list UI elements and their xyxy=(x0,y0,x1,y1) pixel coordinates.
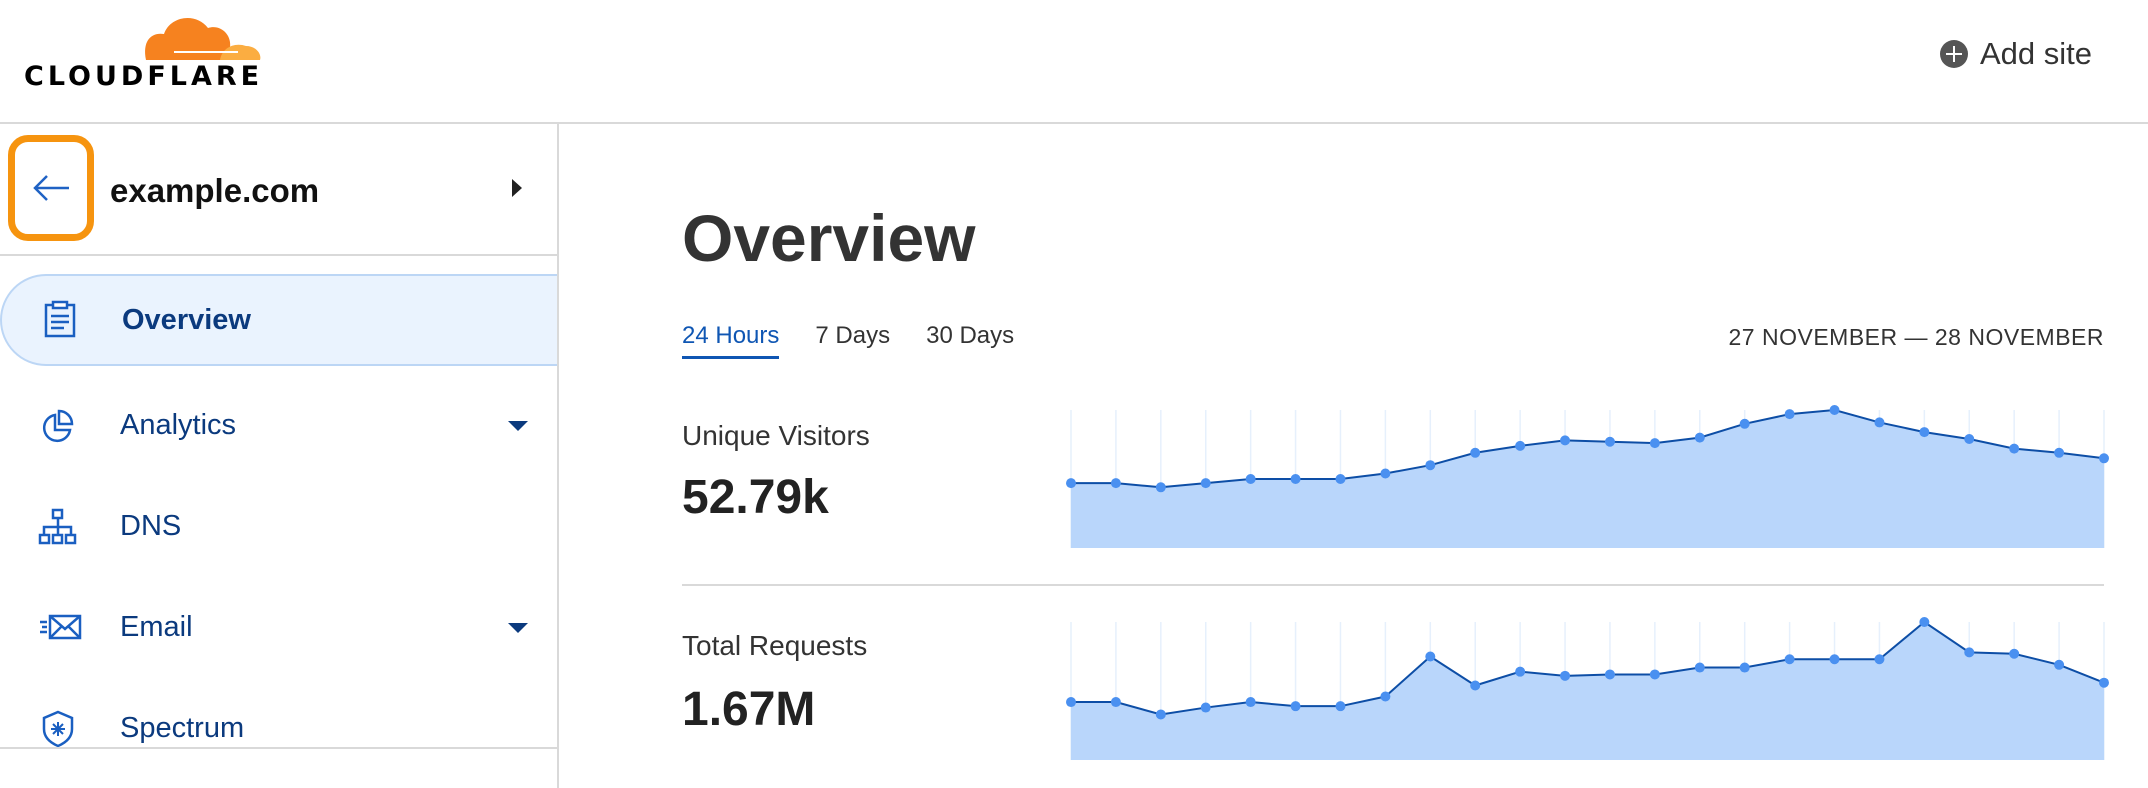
data-point xyxy=(1829,654,1840,665)
sidebar-item-analytics[interactable]: Analytics xyxy=(0,375,557,476)
data-point xyxy=(1335,701,1346,712)
data-point xyxy=(1380,691,1391,702)
data-point xyxy=(1919,617,1930,627)
data-point xyxy=(1784,409,1795,420)
sidebar-item-label: DNS xyxy=(120,510,182,542)
network-icon xyxy=(38,508,77,544)
data-point xyxy=(1515,666,1526,677)
data-point xyxy=(1649,669,1660,680)
data-point xyxy=(1200,478,1211,489)
data-point xyxy=(1784,654,1795,665)
sidebar-item-email[interactable]: Email xyxy=(0,577,557,678)
data-point xyxy=(2054,659,2065,670)
data-point xyxy=(1739,662,1750,673)
tab-7-days[interactable]: 7 Days xyxy=(815,322,891,349)
data-point xyxy=(1964,433,1975,444)
data-point xyxy=(1694,432,1705,443)
domain-row: example.com xyxy=(0,124,557,256)
shield-icon xyxy=(42,710,74,747)
chevron-down-icon[interactable] xyxy=(508,622,528,633)
data-point xyxy=(1649,438,1660,449)
data-point xyxy=(1380,468,1391,479)
metric-label-unique-visitors: Unique Visitors xyxy=(682,420,870,451)
data-point xyxy=(1604,436,1615,447)
data-point xyxy=(1515,440,1526,451)
data-point xyxy=(1919,427,1930,438)
data-point xyxy=(1110,478,1121,489)
data-point xyxy=(1335,474,1346,484)
envelope-icon xyxy=(40,614,82,639)
data-point xyxy=(1066,697,1076,708)
data-point xyxy=(2009,443,2020,454)
data-point xyxy=(1874,417,1885,428)
sidebar: example.com Overview Analytics DNS Email… xyxy=(0,124,559,788)
arrow-left-icon xyxy=(33,175,69,201)
data-point xyxy=(1290,474,1301,484)
data-point xyxy=(1470,680,1481,691)
data-point xyxy=(1964,647,1975,658)
date-range: 27 NOVEMBER — 28 NOVEMBER xyxy=(1728,324,2104,350)
data-point xyxy=(1874,654,1885,665)
sidebar-nav: Overview Analytics DNS Email Spectrum xyxy=(0,274,557,779)
time-range-tabs: 24 Hours 7 Days 30 Days xyxy=(682,322,1014,359)
data-point xyxy=(1425,460,1436,471)
series-line xyxy=(1071,620,2105,716)
sidebar-item-label: Spectrum xyxy=(120,712,245,744)
metric-value-total-requests: 1.67M xyxy=(682,683,816,736)
data-point xyxy=(1200,702,1211,713)
add-site-button[interactable]: Add site xyxy=(1939,36,2092,72)
data-point xyxy=(1829,405,1840,415)
sidebar-item-label: Overview xyxy=(122,303,251,336)
page-title: Overview xyxy=(682,201,976,275)
cloudflare-logo[interactable]: CLOUDFLARE xyxy=(24,10,264,92)
area-fill xyxy=(1071,410,2104,548)
caret-right-icon[interactable] xyxy=(512,179,522,197)
data-point xyxy=(1470,447,1481,458)
total-requests-chart xyxy=(1066,617,2109,760)
tab-24-hours[interactable]: 24 Hours xyxy=(682,322,780,359)
data-point xyxy=(1066,478,1076,489)
chevron-down-icon[interactable] xyxy=(508,420,528,431)
data-point xyxy=(1245,474,1256,484)
data-point xyxy=(2009,648,2020,659)
data-point xyxy=(2099,453,2109,464)
tab-30-days[interactable]: 30 Days xyxy=(926,322,1015,349)
plus-circle-icon xyxy=(1939,40,1968,68)
logo-text: CLOUDFLARE xyxy=(24,61,264,92)
clipboard-icon xyxy=(44,300,76,338)
data-point xyxy=(2099,677,2109,688)
data-point xyxy=(1560,670,1571,681)
metric-label-total-requests: Total Requests xyxy=(682,630,868,661)
data-point xyxy=(1425,651,1436,662)
sidebar-item-label: Email xyxy=(120,611,193,643)
back-button[interactable] xyxy=(8,135,94,241)
sidebar-item-label: Analytics xyxy=(120,409,237,441)
data-point xyxy=(1604,669,1615,680)
data-point xyxy=(1155,709,1166,720)
data-point xyxy=(1245,697,1256,708)
cloud-icon xyxy=(145,17,261,60)
sidebar-divider xyxy=(0,747,557,749)
metric-value-unique-visitors: 52.79k xyxy=(682,471,829,524)
add-site-label: Add site xyxy=(1979,36,2092,71)
series-line xyxy=(1071,408,2105,489)
unique-visitors-chart xyxy=(1066,405,2109,548)
data-point xyxy=(1739,418,1750,429)
data-point xyxy=(1290,701,1301,712)
sidebar-item-dns[interactable]: DNS xyxy=(0,476,557,577)
top-header: CLOUDFLARE Add site xyxy=(0,0,2148,124)
sidebar-item-overview[interactable]: Overview xyxy=(0,274,557,366)
data-point xyxy=(1694,662,1705,673)
data-point xyxy=(2054,447,2065,458)
data-point xyxy=(1560,435,1571,446)
metric-divider xyxy=(682,584,2104,586)
data-point xyxy=(1110,697,1121,708)
area-fill xyxy=(1071,622,2104,760)
domain-name: example.com xyxy=(110,172,320,209)
data-point xyxy=(1155,482,1166,493)
sidebar-item-spectrum[interactable]: Spectrum xyxy=(0,678,557,779)
pie-chart-icon xyxy=(42,409,74,442)
